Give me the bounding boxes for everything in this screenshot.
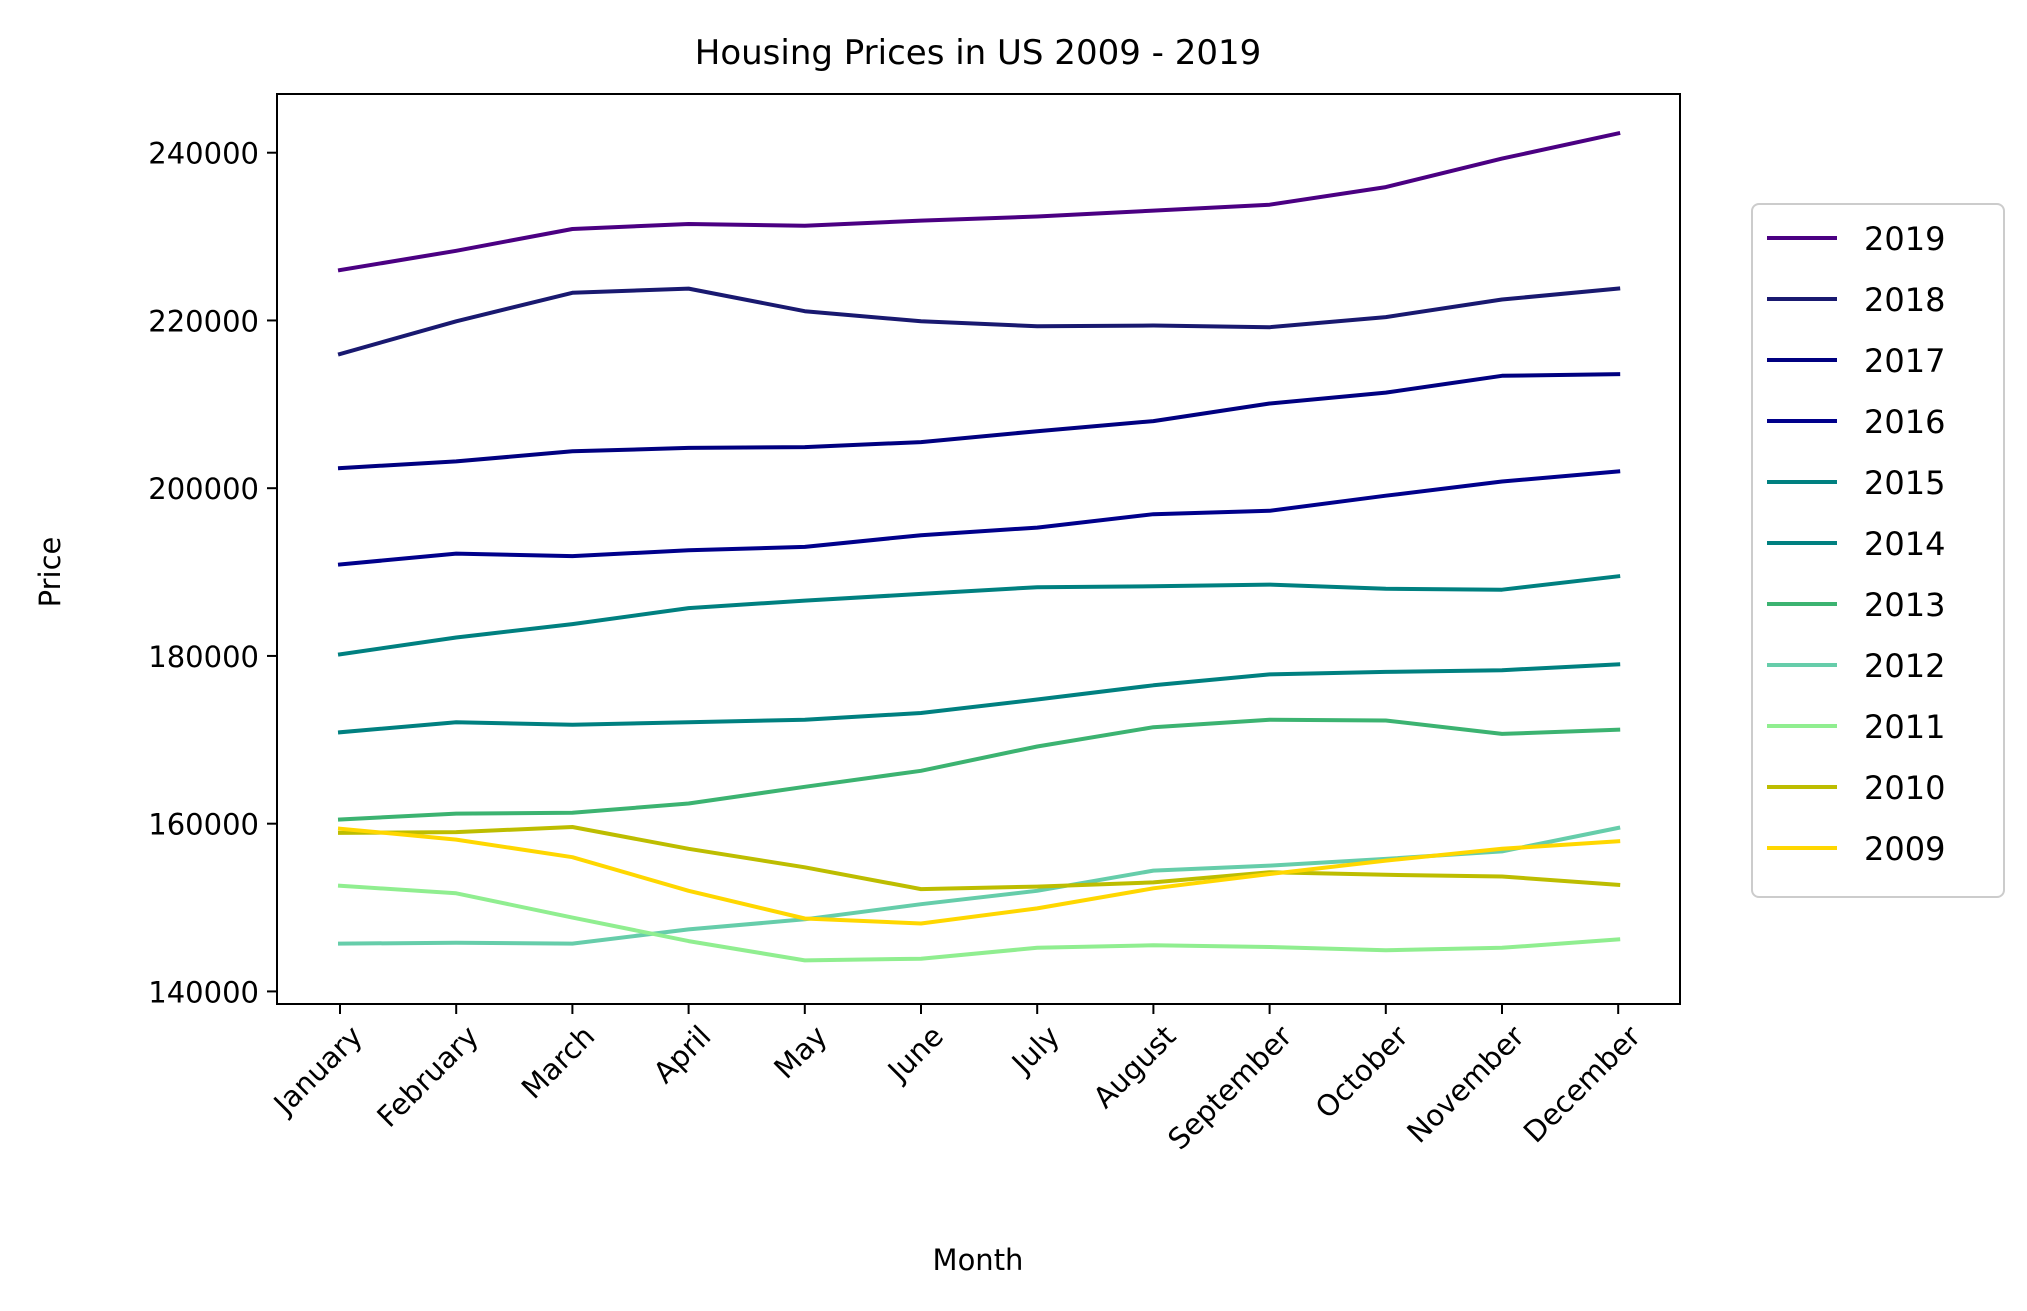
legend-box <box>1751 203 2005 898</box>
series-line-2015 <box>337 662 1621 735</box>
y-tick-label: 140000 <box>148 975 259 1009</box>
series-line-2016 <box>337 469 1621 567</box>
legend-label-2015: 2015 <box>1864 464 1945 502</box>
legend-label-2017: 2017 <box>1864 342 1945 380</box>
legend-label-2019: 2019 <box>1864 220 1945 258</box>
legend-label-2009: 2009 <box>1864 830 1945 868</box>
series-line-2011 <box>337 883 1621 963</box>
series-line-2014 <box>337 574 1621 657</box>
y-tick-label: 200000 <box>148 472 259 506</box>
y-axis-label: Price <box>33 537 67 608</box>
y-tick-label: 220000 <box>148 304 259 338</box>
plot-frame <box>276 93 1681 1005</box>
legend-label-2018: 2018 <box>1864 281 1945 319</box>
y-tick-label: 160000 <box>148 808 259 842</box>
legend-label-2013: 2013 <box>1864 586 1945 624</box>
legend-label-2012: 2012 <box>1864 647 1945 685</box>
series-line-2010 <box>337 825 1621 892</box>
series-line-2013 <box>337 717 1621 822</box>
x-axis-label: Month <box>933 1243 1024 1277</box>
legend-label-2010: 2010 <box>1864 769 1945 807</box>
series-line-2017 <box>337 372 1621 471</box>
chart-title: Housing Prices in US 2009 - 2019 <box>695 33 1262 73</box>
series-line-2018 <box>337 286 1621 357</box>
legend: 2019 2018 2017 2016 2015 2014 2013 2012 2011 2010… <box>1751 203 2005 898</box>
series-lines <box>337 131 1621 963</box>
legend-label-2016: 2016 <box>1864 403 1945 441</box>
y-tick-label: 180000 <box>148 640 259 674</box>
legend-label-2011: 2011 <box>1864 708 1945 746</box>
series-line-2009 <box>337 826 1621 926</box>
series-line-2019 <box>337 131 1621 273</box>
legend-label-2014: 2014 <box>1864 525 1945 563</box>
y-tick-label: 240000 <box>148 137 259 171</box>
